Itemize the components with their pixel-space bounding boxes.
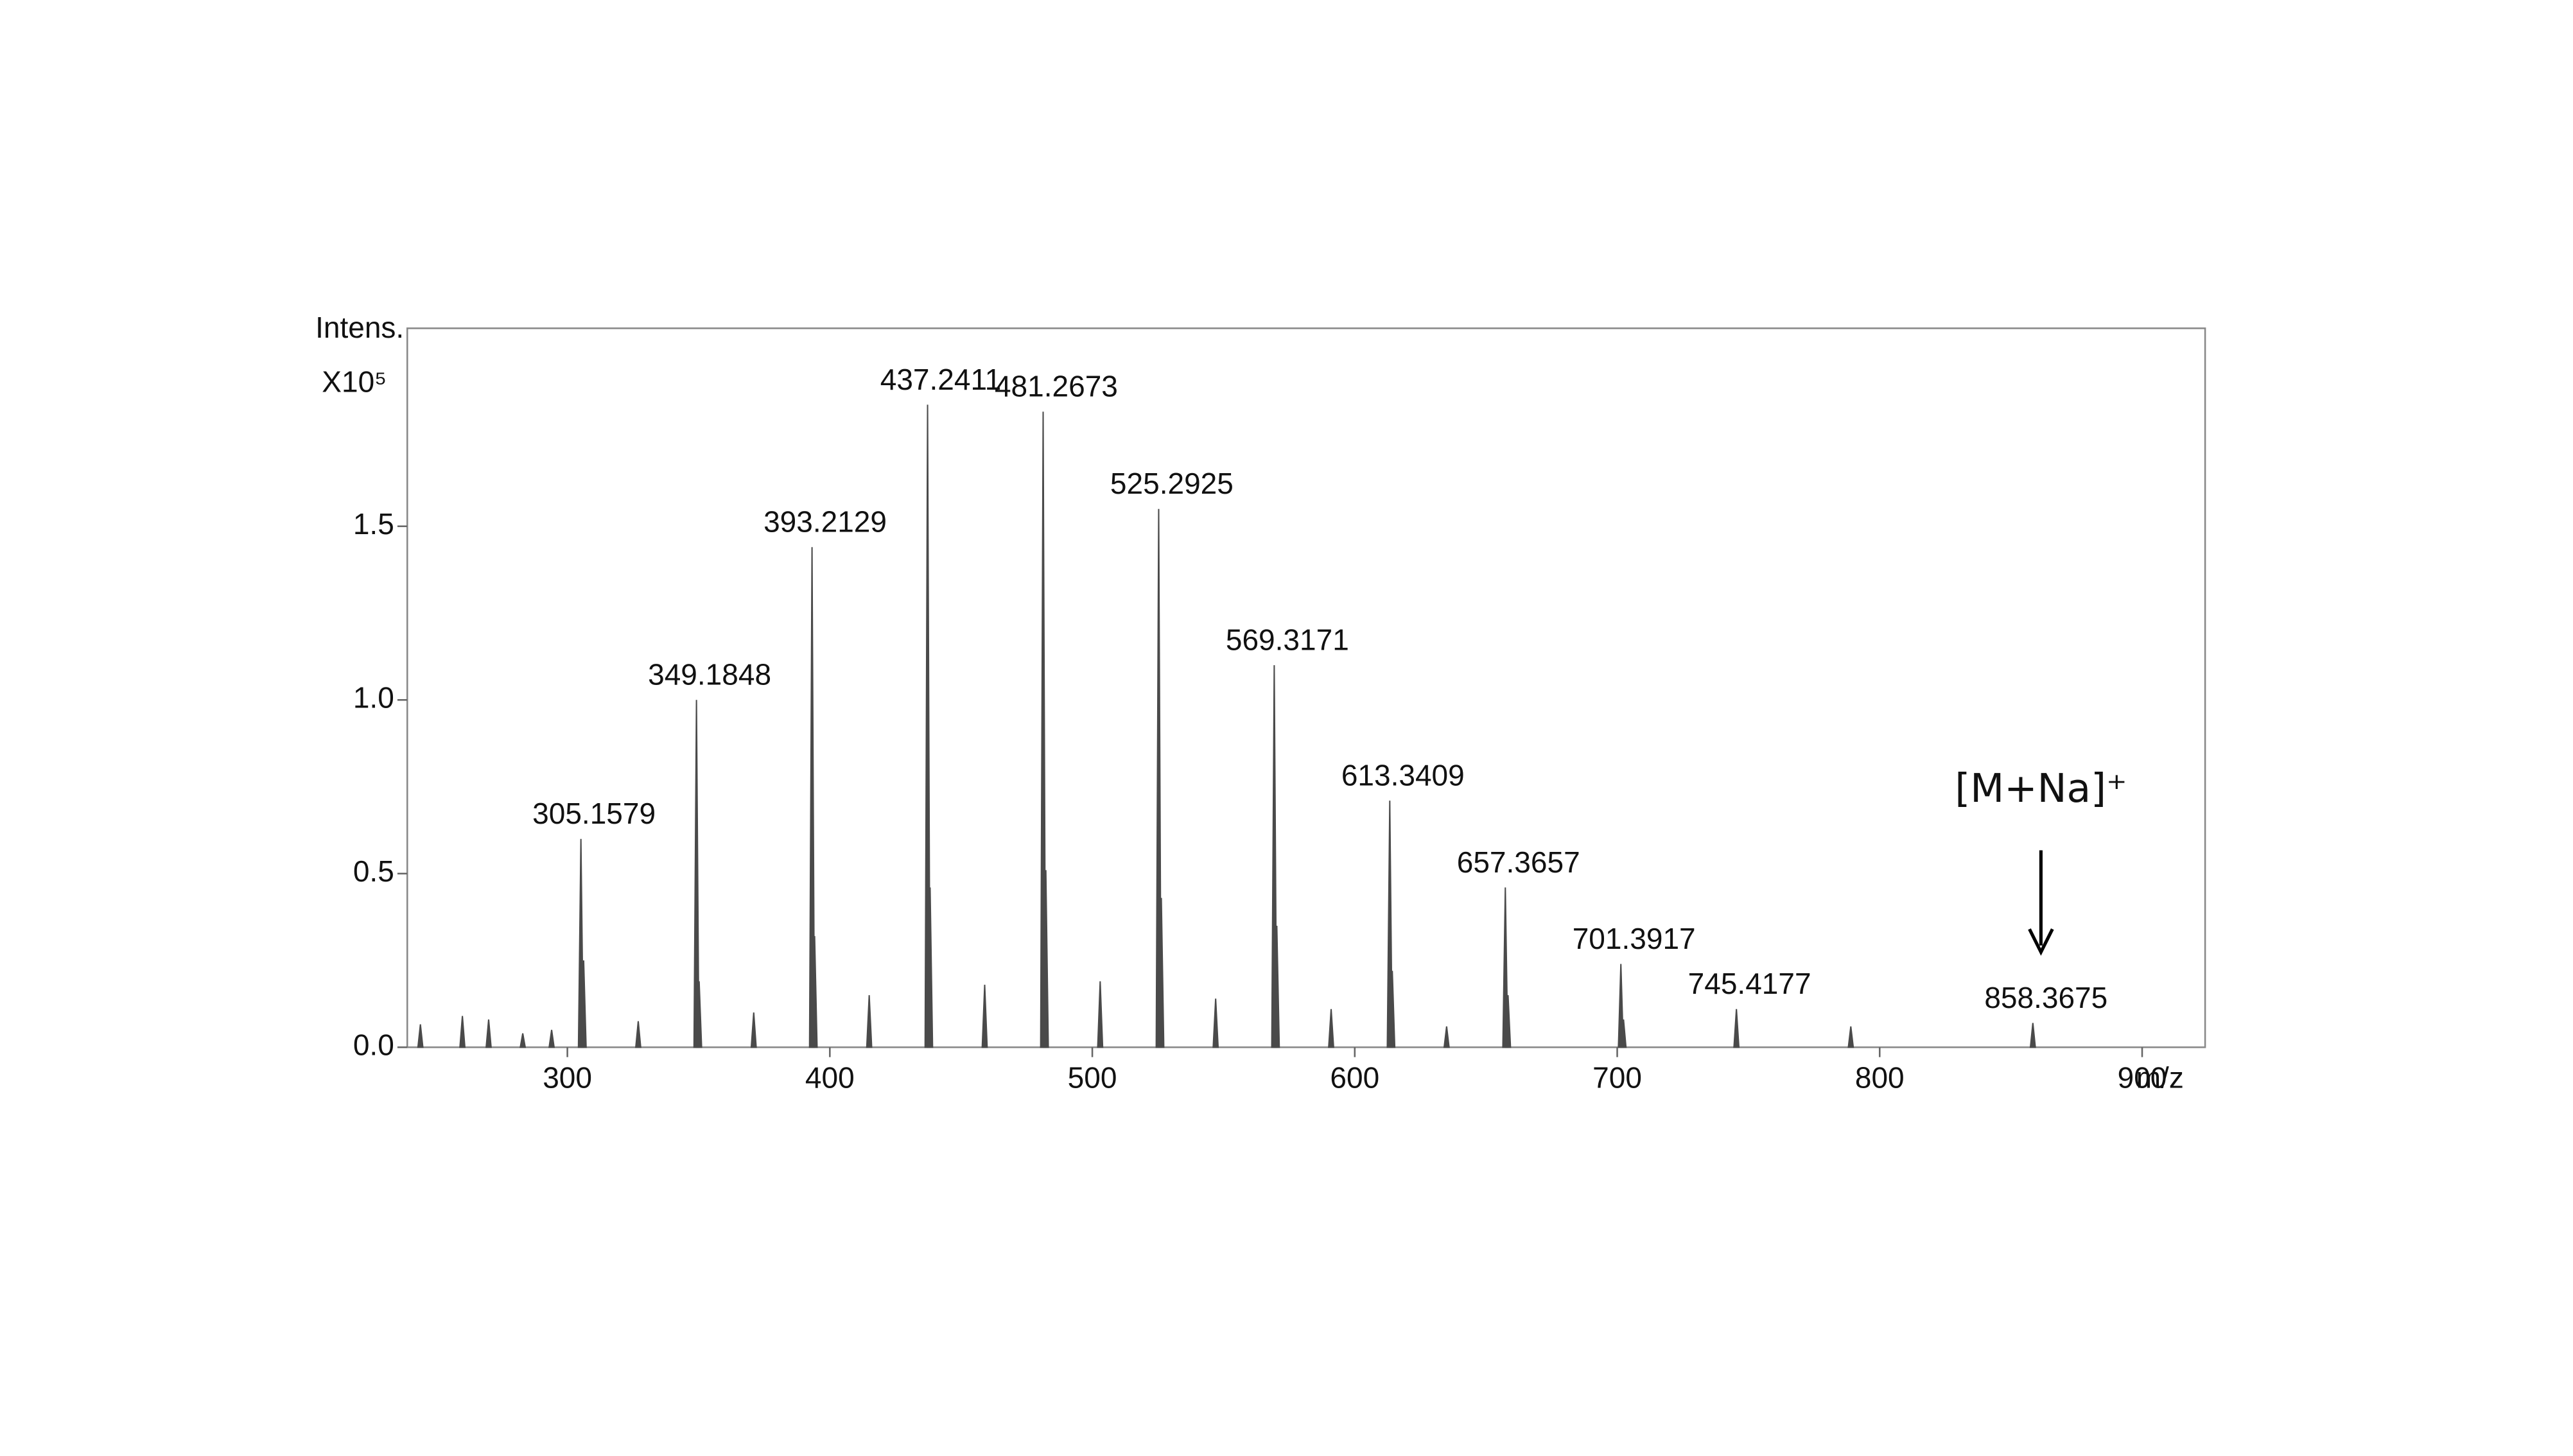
x-tick-label: 900: [2118, 1061, 2167, 1095]
peak: [1271, 665, 1278, 1048]
y-tick-label: 1.5: [353, 507, 394, 541]
peak-label: 613.3409: [1341, 759, 1465, 792]
peak: [808, 547, 816, 1048]
y-tick-label: 0.5: [353, 854, 394, 888]
minor-peak: [634, 1021, 641, 1048]
y-axis-label: Intens.: [315, 311, 404, 344]
minor-peak: [519, 1033, 527, 1048]
peak: [2029, 1023, 2036, 1048]
plot-frame: [406, 327, 2206, 1048]
peak-label: 305.1579: [532, 797, 656, 830]
x-tick-label: 700: [1592, 1061, 1642, 1095]
minor-peak: [866, 995, 873, 1048]
peak-label: 858.3675: [1984, 981, 2107, 1014]
y-multiplier: X10⁵: [322, 365, 387, 398]
x-tick-label: 600: [1330, 1061, 1379, 1095]
x-tick-label: 300: [543, 1061, 592, 1095]
x-tick-label: 800: [1855, 1061, 1905, 1095]
peak-label: 657.3657: [1457, 845, 1580, 879]
x-axis-label: m/z: [2136, 1061, 2184, 1095]
peak-label: 481.2673: [995, 370, 1118, 403]
peak: [1502, 887, 1509, 1048]
minor-peak: [981, 984, 988, 1048]
minor-peak: [1443, 1026, 1450, 1048]
x-tick-label: 400: [805, 1061, 855, 1095]
minor-peak: [750, 1012, 757, 1048]
peak-label: 437.2411: [880, 363, 1002, 396]
minor-peak: [417, 1024, 424, 1048]
minor-peak: [485, 1019, 492, 1048]
minor-peak: [459, 1016, 466, 1048]
peak-label: 349.1848: [648, 658, 771, 691]
minor-peak: [1212, 998, 1219, 1048]
y-tick-label: 1.0: [353, 680, 394, 714]
peak: [1386, 801, 1393, 1048]
peak-label: 701.3917: [1573, 922, 1696, 955]
peak-label: 393.2129: [763, 505, 887, 539]
peak: [1733, 1009, 1740, 1048]
peak: [577, 838, 584, 1048]
minor-peak: [1097, 981, 1104, 1048]
minor-peak: [1328, 1009, 1334, 1048]
peak: [924, 404, 931, 1048]
peak-label: 745.4177: [1688, 967, 1811, 1000]
peak: [1040, 412, 1047, 1048]
peak: [1155, 508, 1162, 1048]
annotation: [M+Na]⁺: [1955, 766, 2127, 811]
peak: [1618, 964, 1625, 1048]
annotation-arrowhead: [2028, 928, 2054, 956]
y-tick-label: 0.0: [353, 1028, 394, 1061]
peak-label: 525.2925: [1110, 467, 1234, 500]
minor-peak: [548, 1030, 555, 1048]
peak-label: 569.3171: [1226, 623, 1349, 657]
x-tick-label: 500: [1068, 1061, 1117, 1095]
minor-peak: [1847, 1026, 1854, 1048]
peak: [693, 700, 700, 1048]
